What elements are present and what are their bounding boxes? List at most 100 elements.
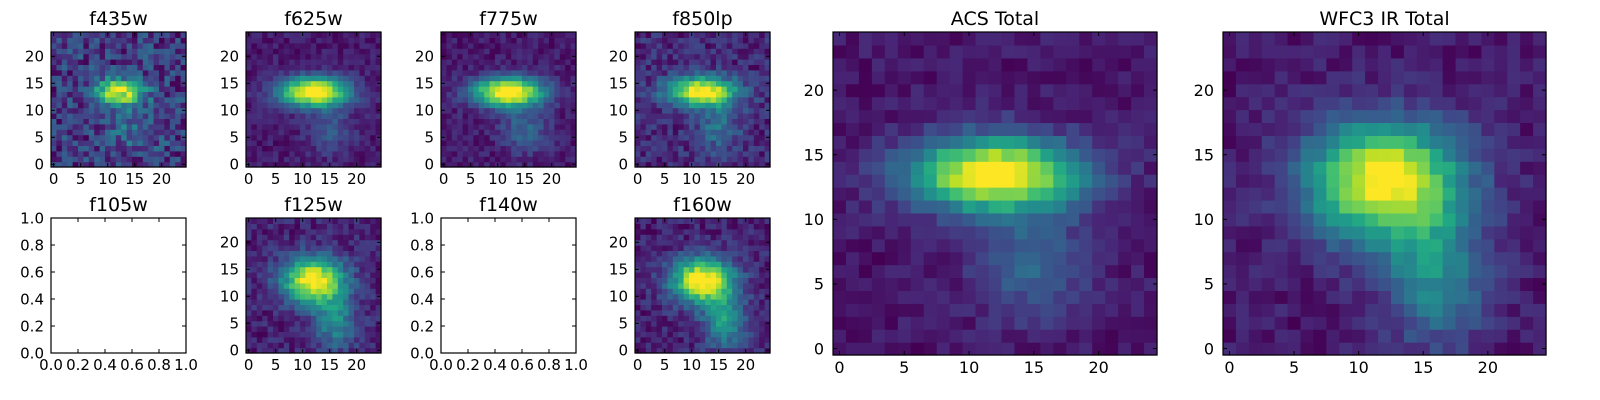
heatmap-cell <box>640 37 647 44</box>
heatmap-cell <box>910 44 925 59</box>
heatmap-cell <box>988 316 1003 330</box>
heatmap-cell <box>1274 32 1289 46</box>
heatmap-cell <box>121 75 128 82</box>
heatmap-cell <box>662 113 668 119</box>
heatmap-cell <box>153 118 160 125</box>
heatmap-cell <box>1066 251 1080 266</box>
heatmap-cell <box>549 113 555 119</box>
heatmap-cell <box>656 315 663 322</box>
heatmap-cell <box>359 272 366 278</box>
heatmap-cell <box>667 96 674 103</box>
heatmap-cell <box>764 331 771 338</box>
heatmap-cell <box>694 145 701 152</box>
heatmap-cell <box>871 135 886 149</box>
heatmap-cell <box>1287 251 1302 266</box>
heatmap-cell <box>180 118 187 125</box>
heatmap-cell <box>332 250 339 257</box>
heatmap-cell <box>764 118 771 125</box>
heatmap-cell <box>1261 238 1276 253</box>
heatmap-cell <box>175 96 182 103</box>
heatmap-cell <box>256 107 263 114</box>
heatmap-cell <box>88 156 95 163</box>
heatmap-cell <box>645 69 652 76</box>
heatmap-cell <box>246 118 252 125</box>
heatmap-cell <box>716 69 722 76</box>
heatmap-cell <box>1092 96 1106 111</box>
heatmap-cell <box>337 140 344 146</box>
heatmap-cell <box>251 86 258 92</box>
heatmap-cell <box>273 140 279 146</box>
heatmap-cell <box>327 80 333 87</box>
heatmap-cell <box>1274 251 1289 266</box>
heatmap-cell <box>251 266 258 273</box>
heatmap-cell <box>910 57 925 72</box>
heatmap-cell <box>354 134 360 141</box>
heatmap-cell <box>370 80 377 87</box>
heatmap-cell <box>1235 44 1250 59</box>
heatmap-cell <box>1027 199 1041 214</box>
heatmap-cell <box>1223 199 1237 214</box>
heatmap-cell <box>300 118 306 125</box>
heatmap-cell <box>321 91 328 98</box>
heatmap-cell <box>884 57 899 72</box>
heatmap-cell <box>570 69 577 76</box>
heatmap-cell <box>137 145 144 152</box>
heatmap-cell <box>936 161 951 175</box>
heatmap-cell <box>1352 174 1366 188</box>
heatmap-cell <box>949 44 964 59</box>
heatmap-cell <box>337 75 344 82</box>
heatmap-cell <box>1468 161 1482 175</box>
heatmap-cell <box>645 145 652 152</box>
heatmap-cell <box>988 212 1003 227</box>
heatmap-cell <box>251 288 258 295</box>
heatmap-cell <box>354 336 360 343</box>
heatmap-cell <box>267 140 274 146</box>
heatmap-cell <box>532 75 539 82</box>
heatmap-cell <box>1481 277 1495 291</box>
heatmap-cell <box>321 315 328 322</box>
heatmap-cell <box>1118 44 1132 59</box>
heatmap-cell <box>689 118 695 125</box>
heatmap-cell <box>505 91 512 98</box>
heatmap-cell <box>737 293 744 300</box>
heatmap-cell <box>743 150 749 157</box>
heatmap-cell <box>858 316 873 330</box>
heatmap-cell <box>310 342 317 349</box>
heatmap-cell <box>672 293 679 300</box>
heatmap-cell <box>759 113 766 119</box>
heatmap-cell <box>538 69 545 76</box>
heatmap-cell <box>462 37 469 44</box>
heatmap-cell <box>1403 277 1418 291</box>
heatmap-cell <box>137 53 144 60</box>
heatmap-cell <box>278 161 285 168</box>
heatmap-cell <box>764 42 771 49</box>
heatmap-cell <box>105 75 111 82</box>
heatmap-cell <box>343 277 350 284</box>
heatmap-cell <box>732 161 739 168</box>
heatmap-cell <box>132 134 138 141</box>
heatmap-cell <box>1416 83 1431 98</box>
heatmap-cell <box>121 59 128 65</box>
heatmap-cell <box>1507 57 1521 72</box>
axes-frame <box>245 217 382 354</box>
heatmap-cell <box>1248 251 1263 266</box>
heatmap-cell <box>61 69 68 76</box>
heatmap-cell <box>473 37 480 44</box>
heatmap-cell <box>1416 135 1431 149</box>
heatmap-cell <box>321 309 328 316</box>
heatmap-cell <box>246 315 252 322</box>
heatmap-cell <box>858 44 873 59</box>
heatmap-cell <box>1235 109 1250 124</box>
y-tick-label: 15 <box>415 75 434 93</box>
heatmap-cell <box>370 129 377 136</box>
heatmap-cell <box>672 53 679 60</box>
heatmap-cell <box>489 102 496 109</box>
heatmap-cell <box>910 277 925 291</box>
heatmap-cell <box>99 107 106 114</box>
heatmap-cell <box>975 44 990 59</box>
heatmap-cell <box>1494 187 1508 201</box>
heatmap-cell <box>1378 70 1392 85</box>
heatmap-cell <box>651 107 658 114</box>
heatmap-cell <box>142 42 149 49</box>
